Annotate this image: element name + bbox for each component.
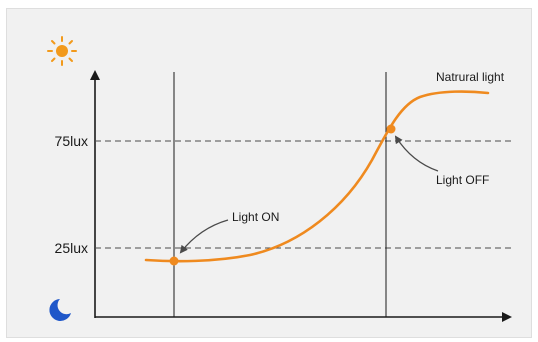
light-off-point [386, 124, 396, 134]
light-off-label: Light OFF [436, 173, 489, 187]
y-tick-label-25lux: 25lux [55, 240, 88, 256]
light-on-point [169, 256, 179, 266]
moon-icon [49, 299, 71, 321]
y-tick-label-75lux: 75lux [55, 133, 88, 149]
curve-label: Natrural light [436, 70, 505, 84]
light-off-arrow [394, 135, 439, 172]
light-on-arrow [179, 219, 229, 254]
natural-light-curve [144, 90, 490, 263]
sun-icon [47, 36, 77, 66]
light-on-label: Light ON [232, 210, 279, 224]
diagram-panel [6, 8, 532, 338]
